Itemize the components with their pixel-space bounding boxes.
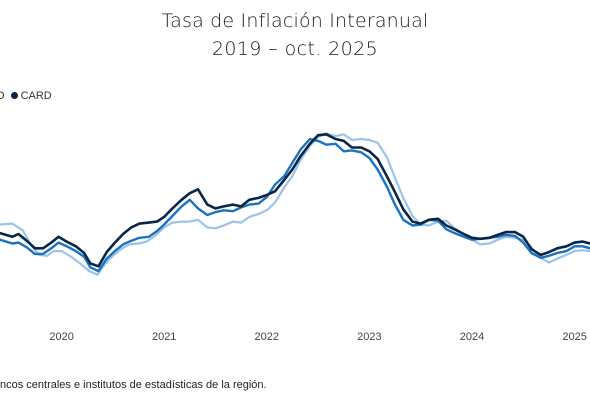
x-tick-label: 2025	[562, 331, 586, 343]
series-line-series-1	[0, 132, 590, 276]
source-note: ncos centrales e institutos de estadísti…	[0, 379, 267, 391]
line-chart: 2020 2021 2022 2023 2024 2025	[0, 132, 590, 343]
series-line-card	[0, 132, 590, 268]
series-line-series-2	[0, 137, 590, 273]
chart-title: Tasa de Inflación Interanual	[161, 10, 429, 32]
chart-legend: O CARD	[0, 90, 52, 102]
x-tick-label: 2020	[49, 331, 73, 343]
x-tick-label: 2021	[152, 331, 176, 343]
series-lines	[0, 132, 590, 276]
legend-card-label: CARD	[20, 90, 52, 102]
x-tick-label: 2023	[357, 331, 381, 343]
x-tick-label: 2022	[255, 331, 279, 343]
legend-card-marker	[10, 92, 18, 99]
x-axis-ticks: 2020 2021 2022 2023 2024 2025	[49, 331, 586, 343]
x-tick-label: 2024	[460, 331, 484, 343]
chart-subtitle: 2019 – oct. 2025	[211, 38, 379, 60]
legend-partial-label: O	[0, 90, 5, 102]
